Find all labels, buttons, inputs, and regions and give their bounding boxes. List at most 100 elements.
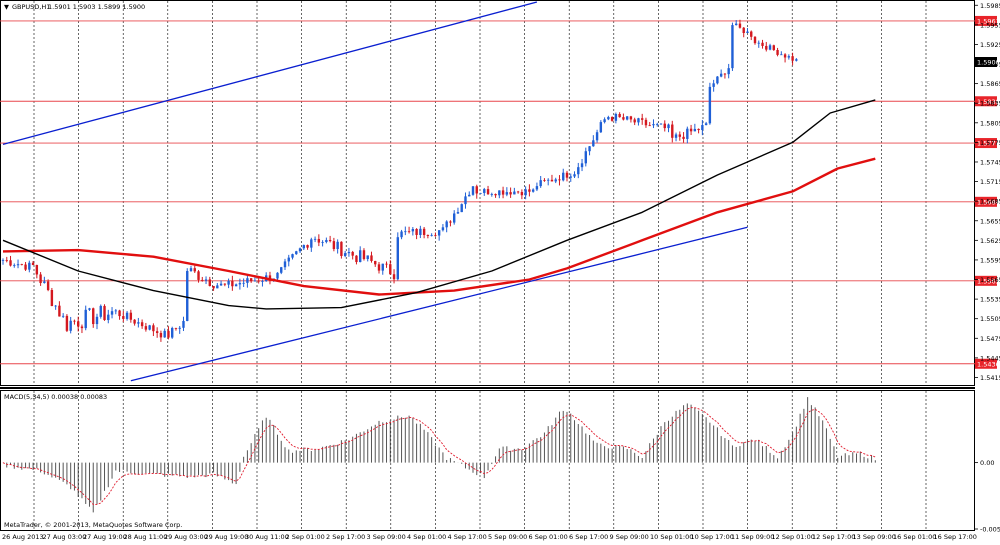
candle-body — [460, 204, 463, 213]
y-tick-label: 1.5715 — [980, 178, 1000, 186]
candle-body — [306, 245, 309, 248]
x-tick-label: 6 Sep 01:00 — [529, 533, 568, 541]
candle-body — [659, 123, 663, 125]
candle-body — [614, 113, 618, 121]
candle-body — [674, 134, 678, 138]
candle-body — [246, 278, 249, 283]
candle-body — [783, 54, 787, 58]
candle-body — [257, 280, 260, 282]
candle-body — [550, 179, 554, 182]
candle-body — [603, 119, 606, 123]
symbol-label: GBPUSD,H1 — [12, 3, 50, 11]
candle-body — [795, 59, 798, 61]
x-tick-label: 9 Sep 09:00 — [610, 533, 649, 541]
candle-body — [678, 134, 681, 137]
candle-body — [731, 25, 734, 69]
candle-body — [43, 281, 46, 284]
x-tick-label: 11 Sep 09:00 — [731, 533, 774, 541]
candle-body — [129, 312, 133, 320]
x-tick-label: 12 Sep 01:00 — [772, 533, 815, 541]
candle-body — [422, 228, 426, 235]
candle-body — [584, 151, 587, 164]
y-tick-label: 1.5535 — [980, 296, 1000, 304]
candle-body — [9, 260, 12, 266]
candle-body — [50, 290, 54, 307]
macd-y-tick-label: -0.00564 — [980, 526, 1000, 534]
candle-body — [697, 128, 700, 131]
candles — [1, 19, 798, 342]
candle-body — [249, 278, 253, 282]
candle-body — [531, 189, 535, 192]
y-tick-label: 1.5835 — [980, 100, 1000, 108]
price-panel-frame — [0, 0, 975, 386]
candle-body — [46, 281, 50, 291]
ma-slow-line — [2, 157, 876, 296]
candle-body — [704, 123, 708, 126]
level-price-box — [975, 275, 997, 286]
candle-body — [140, 322, 144, 327]
candle-body — [633, 119, 636, 123]
level-price-box — [975, 15, 997, 26]
candle-body — [347, 251, 351, 254]
channel-lines — [2, 1, 748, 382]
candle-body — [565, 172, 569, 178]
copyright-text: MetaTrader, © 2001-2013, MetaQuotes Soft… — [4, 521, 182, 529]
candle-body — [577, 167, 580, 175]
candle-body — [174, 327, 178, 329]
candle-body — [456, 212, 460, 214]
candle-body — [407, 231, 411, 233]
ma-fast-line — [2, 99, 876, 310]
candle-body — [261, 281, 264, 282]
candle-body — [283, 261, 287, 268]
x-tick-label: 29 Aug 19:00 — [205, 533, 249, 541]
candle-body — [599, 122, 603, 133]
candle-body — [535, 186, 539, 190]
x-tick-label: 16 Sep 17:00 — [934, 533, 977, 541]
x-tick-label: 10 Sep 17:00 — [691, 533, 734, 541]
candle-body — [231, 280, 234, 287]
y-tick-label: 1.5955 — [980, 21, 1000, 29]
candle-body — [58, 305, 61, 317]
candle-body — [437, 230, 441, 236]
y-tick-label: 1.5655 — [980, 217, 1000, 225]
candle-body — [445, 221, 448, 228]
candle-body — [110, 311, 114, 315]
current-price-marker — [975, 57, 997, 67]
candle-body — [362, 250, 366, 260]
level-price-box — [975, 196, 997, 207]
level-price-box — [975, 96, 997, 107]
candle-body — [84, 309, 87, 329]
candle-body — [328, 239, 332, 242]
candle-body — [490, 193, 493, 195]
candle-body — [332, 241, 336, 250]
candle-body — [137, 322, 140, 324]
candle-body — [430, 235, 433, 237]
candle-body — [701, 125, 704, 131]
candle-body — [539, 180, 542, 187]
macd-histogram: 0.00 -0.00564 — [2, 397, 1000, 534]
candle-body — [712, 83, 715, 87]
level-price-label: 1.5838 — [977, 98, 1000, 106]
candle-body — [453, 213, 456, 223]
candle-body — [377, 264, 381, 271]
candle-body — [667, 124, 670, 129]
candle-body — [528, 189, 531, 192]
level-price-label: 1.5563 — [977, 277, 1000, 285]
moving-averages — [2, 99, 876, 310]
candle-body — [219, 283, 223, 286]
candle-body — [155, 331, 159, 333]
candle-body — [648, 125, 651, 127]
candle-body — [208, 279, 211, 286]
candle-body — [558, 179, 561, 181]
candle-body — [637, 118, 640, 123]
candle-body — [471, 186, 475, 195]
candle-body — [716, 76, 719, 84]
candle-body — [242, 282, 245, 284]
candle-body — [780, 54, 783, 56]
candle-body — [234, 284, 238, 287]
candle-body — [622, 117, 625, 120]
candle-body — [227, 280, 230, 285]
candle-body — [509, 192, 512, 195]
candle-body — [182, 320, 185, 328]
